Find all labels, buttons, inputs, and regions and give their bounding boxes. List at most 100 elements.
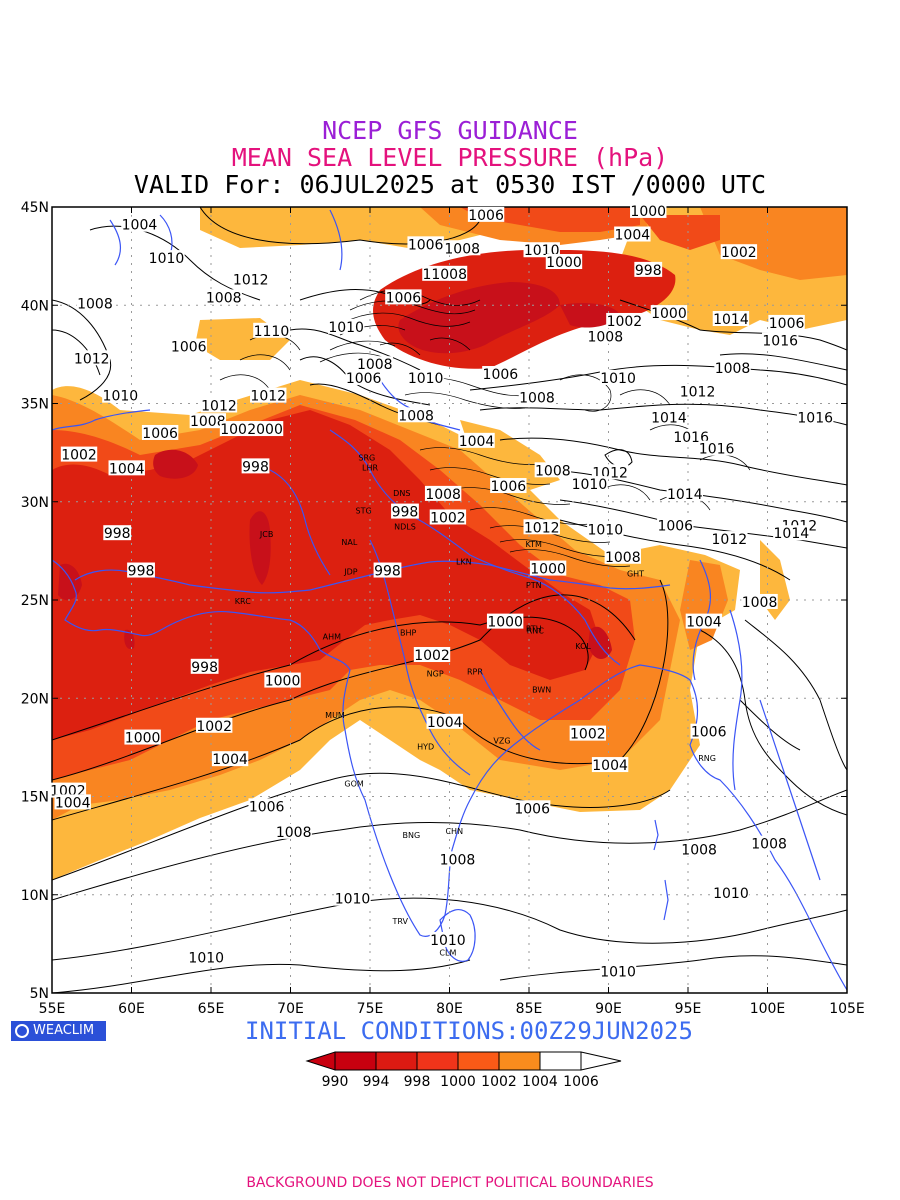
contour-label-text: 11008 [422, 267, 467, 283]
contour-label-text: 1012 [74, 351, 110, 367]
contour-label: 1004 [591, 757, 629, 774]
contour-label-text: 1002 [430, 510, 466, 526]
city-label: LHR [362, 463, 378, 472]
colorbar-segment [539, 1051, 582, 1071]
contour-label: 1012 [232, 271, 269, 289]
contour-label-text: 1008 [440, 852, 476, 868]
lon-tick-label: 80E [436, 1001, 463, 1017]
lon-tick-label: 55E [39, 1001, 66, 1017]
contour-label-bg [373, 562, 402, 578]
contour-label-bg [587, 521, 624, 537]
contour-label-text: 1000 [265, 674, 301, 690]
contour-label: 1014 [712, 311, 750, 328]
contour-label-text: 1000 [125, 731, 161, 747]
city-label: DNS [393, 489, 410, 498]
contour-label-text: 1010 [335, 892, 371, 908]
city-label: RNG [698, 754, 716, 763]
contour-label-text: 1006 [142, 426, 178, 442]
contour-label-text: 1006 [171, 340, 207, 356]
contour-label-text: 1008 [77, 296, 113, 312]
shading-996 [58, 282, 620, 660]
contour-label-bg [102, 387, 139, 403]
contour-label: 1000 [529, 560, 567, 578]
contour-label-text: 1010 [572, 477, 608, 493]
city-label: AHM [323, 632, 341, 641]
contour-label: 998 [190, 658, 219, 676]
contour-label-bg [720, 244, 758, 260]
contour-label-bg [523, 519, 560, 535]
city-label: RPR [467, 668, 483, 677]
contour-label-text: 1004 [686, 615, 722, 631]
contour-label-bg [634, 261, 663, 277]
contour-label-text: 1002 [61, 448, 97, 464]
contour-label-bg [458, 432, 495, 448]
contour-label-bg [141, 424, 179, 440]
contour-label: 1006 [657, 517, 694, 534]
contour-label-bg [606, 312, 643, 328]
contour-label-text: 1008 [587, 330, 623, 346]
contour-label-text: 1010 [600, 371, 636, 387]
contour-label: 1000 [124, 729, 161, 747]
contour-label-bg [741, 593, 778, 609]
contour-label: 998 [634, 261, 663, 279]
contour-label: 1010 [429, 931, 467, 949]
contour-label-text: 1012 [201, 398, 237, 414]
contour-label-bg [275, 823, 312, 839]
contour-label-bg [407, 369, 444, 385]
contour-label-bg [523, 242, 560, 258]
city-label: HYD [417, 742, 434, 751]
contour-label-bg [250, 387, 287, 403]
lon-tick-label: 75E [357, 1001, 384, 1017]
contour-label-bg [148, 250, 185, 266]
contour-label-text: 998 [374, 564, 401, 580]
contour-label-text: 1008 [357, 357, 393, 373]
contour-label-bg [672, 428, 710, 444]
contour-label-bg [73, 350, 110, 366]
contour-label: 1002 [413, 647, 451, 664]
contour-label-text: 1008 [444, 241, 480, 257]
lat-tick-label: 35N [21, 397, 49, 413]
lat-tick-label: 25N [21, 593, 49, 609]
contour-label-bg [170, 338, 207, 354]
colorbar-segment [498, 1051, 541, 1071]
contour-label-text: 1010 [328, 320, 364, 336]
lat-tick-label: 5N [30, 986, 49, 1002]
lat-tick-label: 20N [21, 691, 49, 707]
contour-label-bg [241, 458, 270, 474]
lon-tick-label: 85E [516, 1001, 543, 1017]
contour-label: 1008 [714, 360, 751, 377]
contour-label-text: 1000 [651, 306, 687, 322]
map-axes: 55E 60E 65E 70E 75E 80E 85E 90E 95E 100E 105E 45N 40… [21, 200, 865, 1017]
contour-label-bg [426, 713, 463, 729]
city-label: RNC [527, 626, 545, 635]
contour-label-bg [190, 658, 219, 674]
contour-label-text: 1008 [681, 843, 717, 859]
contour-label-bg [200, 397, 238, 413]
city-label: NAL [341, 538, 357, 547]
city-label: KTM [526, 540, 543, 549]
contour-label-bg [397, 407, 435, 423]
contour-label-bg [356, 356, 393, 372]
lat-tick-label: 10N [21, 888, 49, 904]
contour-label-text: 1010 [149, 251, 185, 267]
contour-label: 1006 [467, 206, 505, 224]
contour-label-text: 1010 [600, 964, 636, 980]
city-label: BHP [400, 628, 417, 637]
contour-label-bg [246, 421, 284, 437]
contour-label: 1010 [599, 369, 637, 387]
city-label: GOM [344, 780, 363, 789]
contour-label-bg [413, 647, 451, 663]
lon-tick-label: 60E [118, 1001, 145, 1017]
contour-label-text: 1006 [346, 371, 382, 387]
contour-label-bg [439, 851, 476, 867]
city-label: JCB [259, 530, 273, 539]
contour-label-text: 1008 [715, 361, 751, 377]
contour-label-text: 1014 [667, 487, 703, 503]
contour-label: 1014 [650, 409, 688, 426]
contour-label-text: 1006 [408, 237, 444, 253]
contour-label-text: 1006 [514, 801, 550, 817]
contour-label-text: 1006 [468, 208, 504, 224]
contour-label-text: 1006 [491, 479, 527, 495]
